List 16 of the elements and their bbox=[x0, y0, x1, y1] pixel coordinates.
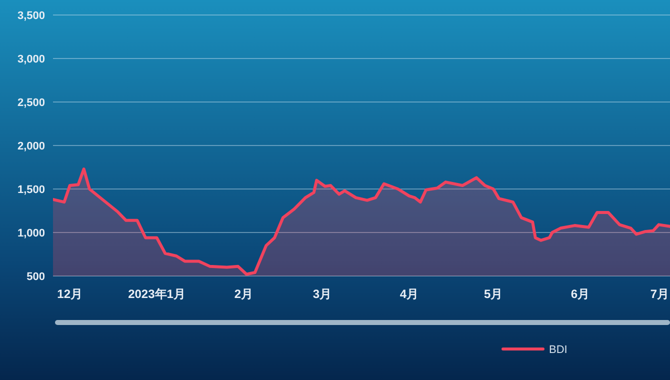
x-tick-label: 2月 bbox=[234, 287, 254, 301]
x-tick-label: 3月 bbox=[312, 287, 332, 301]
y-tick-label: 1,000 bbox=[17, 228, 45, 240]
x-tick-label: 12月 bbox=[57, 287, 83, 301]
x-tick-label: 4月 bbox=[400, 287, 419, 301]
y-tick-label: 2,500 bbox=[17, 97, 45, 109]
y-tick-label: 500 bbox=[26, 271, 45, 283]
x-tick-label: 2023年1月 bbox=[128, 287, 186, 301]
y-tick-label: 3,500 bbox=[17, 10, 45, 22]
y-tick-label: 3,000 bbox=[17, 54, 45, 66]
y-tick-label: 2,000 bbox=[17, 140, 45, 152]
y-tick-label: 1,500 bbox=[17, 184, 45, 196]
x-tick-label: 7月 bbox=[650, 287, 669, 301]
legend-label: BDI bbox=[549, 344, 568, 356]
x-tick-label: 5月 bbox=[484, 287, 503, 301]
x-tick-label: 6月 bbox=[570, 287, 590, 301]
